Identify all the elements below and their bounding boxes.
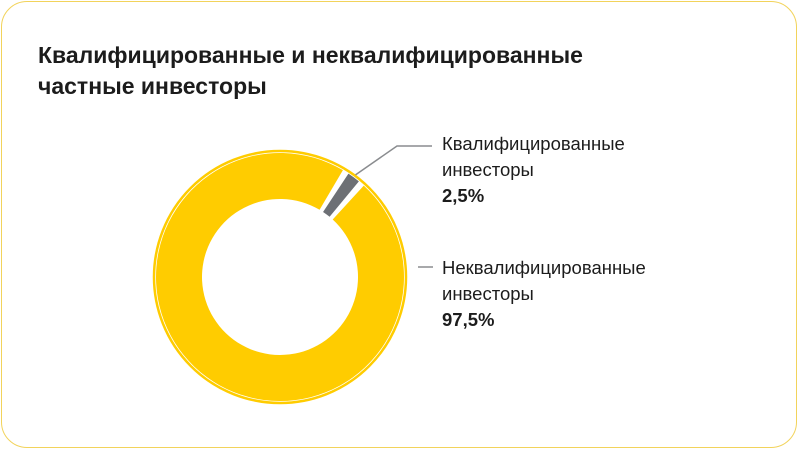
label-qualified-line-1: Квалифицированные [442, 133, 625, 154]
label-qualified-line-2: инвесторы [442, 159, 534, 180]
value-qualified: 2,5% [442, 185, 484, 206]
slice-qualified [323, 173, 359, 217]
chart-title-line-2: частные инвесторы [38, 73, 267, 99]
chart-title: Квалифицированные и неквалифицированные … [38, 40, 658, 102]
slice-unqualified [155, 153, 404, 402]
outer-ring [152, 149, 408, 405]
chart-title-line-1: Квалифицированные и неквалифицированные [38, 42, 583, 68]
leader-line-qualified [355, 145, 432, 176]
value-unqualified: 97,5% [442, 309, 494, 330]
label-unqualified-line-2: инвесторы [442, 283, 534, 304]
label-unqualified-line-1: Неквалифицированные [442, 257, 646, 278]
